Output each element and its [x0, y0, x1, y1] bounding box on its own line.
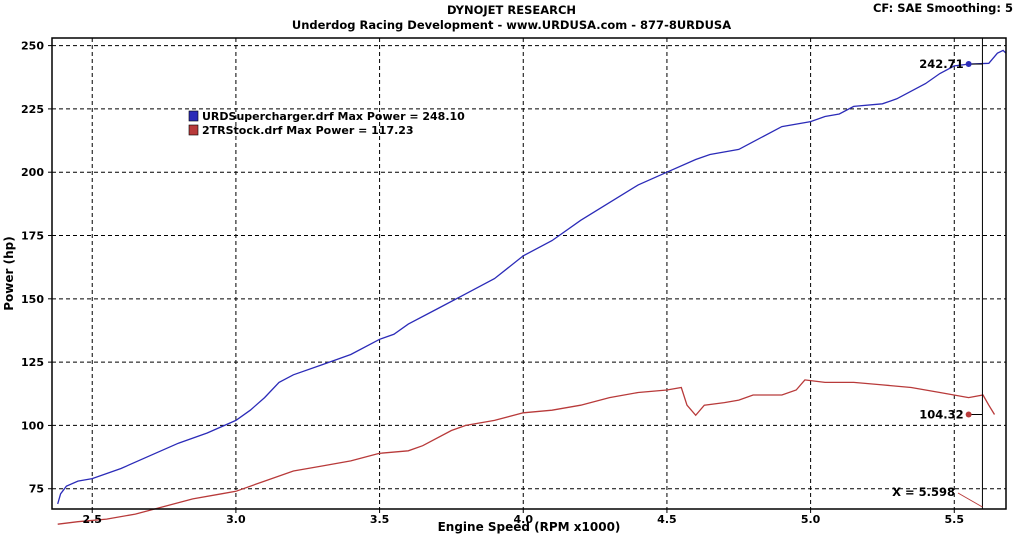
legend-entry: URDSupercharger.drf Max Power = 248.10 [202, 110, 465, 123]
cursor-x-readout: X = 5.598 [892, 485, 955, 499]
y-axis-label: Power (hp) [2, 236, 16, 310]
x-tick-label: 2.5 [82, 513, 102, 526]
x-axis-label: Engine Speed (RPM x1000) [438, 520, 621, 534]
x-tick-label: 5.5 [945, 513, 965, 526]
legend-swatch [188, 110, 199, 122]
cf-smoothing-label: CF: SAE Smoothing: 5 [872, 1, 1013, 15]
y-axis-ticks: 75 100 125 150 175 200 225 250 [21, 40, 52, 496]
x-tick-label: 3.0 [226, 513, 246, 526]
y-tick-label: 125 [21, 356, 44, 369]
series-lines [57, 49, 1007, 525]
y-tick-label: 150 [21, 293, 44, 306]
legend: URDSupercharger.drf Max Power = 248.102T… [188, 110, 465, 137]
plot-frame [51, 37, 1007, 510]
red-value-marker [965, 411, 972, 418]
chart-subtitle: Underdog Racing Development - www.URDUSA… [291, 18, 732, 32]
y-tick-label: 250 [21, 40, 44, 53]
y-tick-label: 100 [21, 419, 44, 432]
grid-lines [52, 38, 1006, 509]
y-tick-label: 75 [29, 483, 44, 496]
blue-value-label: 242.71 [919, 57, 963, 71]
x-tick-label: 4.0 [514, 513, 534, 526]
red-value-label: 104.32 [919, 407, 963, 421]
series-line-stock [57, 379, 996, 525]
y-tick-label: 175 [21, 230, 44, 243]
blue-value-marker [965, 61, 972, 68]
cursor-x-leader [957, 492, 983, 508]
x-tick-label: 4.5 [657, 513, 677, 526]
x-axis-ticks: 2.5 3.0 3.5 4.0 4.5 5.0 5.5 [82, 509, 964, 526]
chart-title: DYNOJET RESEARCH [446, 3, 577, 17]
annotations: 242.71 104.32 X = 5.598 [892, 38, 983, 509]
y-tick-label: 225 [21, 103, 44, 116]
series-line-supercharger [57, 49, 1007, 505]
y-tick-label: 200 [21, 166, 44, 179]
x-tick-label: 5.0 [801, 513, 821, 526]
legend-swatch [188, 124, 199, 136]
x-tick-label: 3.5 [370, 513, 390, 526]
legend-entry: 2TRStock.drf Max Power = 117.23 [202, 124, 414, 137]
